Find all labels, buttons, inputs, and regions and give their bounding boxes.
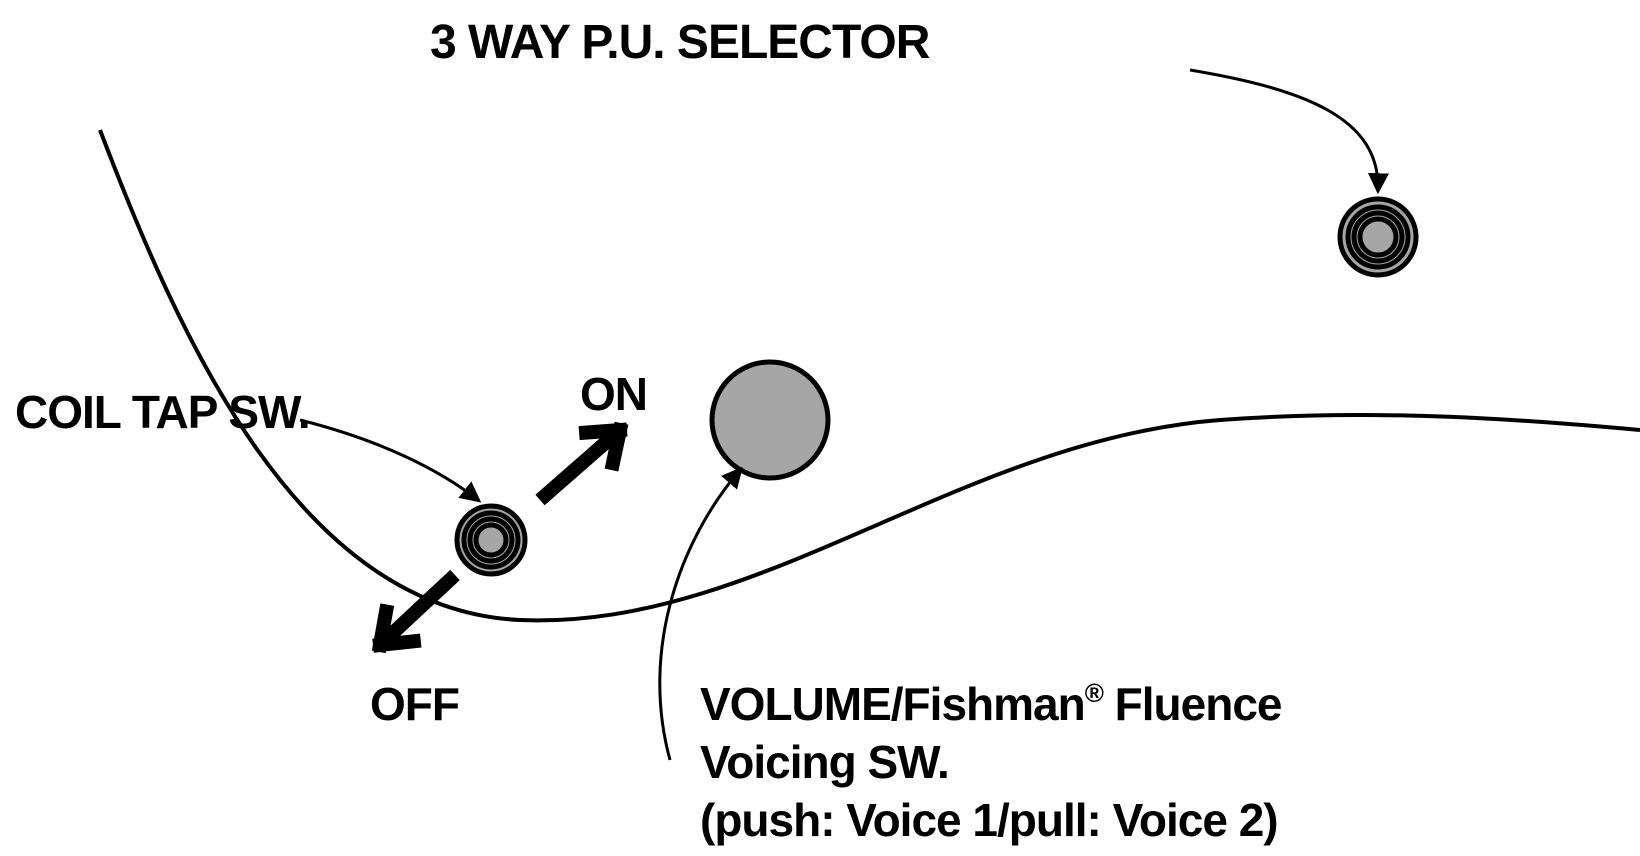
three-way-selector-switch bbox=[1340, 199, 1416, 275]
on-direction-arrow bbox=[540, 430, 620, 500]
volume-label-line3: (push: Voice 1/pull: Voice 2) bbox=[700, 794, 1278, 846]
coil-tap-callout-arrow bbox=[300, 420, 478, 500]
on-label: ON bbox=[580, 368, 647, 420]
coil-tap-label: COIL TAP SW. bbox=[15, 386, 310, 438]
volume-knob bbox=[712, 362, 828, 478]
off-direction-arrow bbox=[380, 575, 455, 645]
volume-label-line1: VOLUME/Fishman® Fluence bbox=[700, 678, 1282, 730]
coil-tap-switch bbox=[457, 506, 525, 574]
selector-title-label: 3 WAY P.U. SELECTOR bbox=[430, 16, 930, 69]
off-label: OFF bbox=[370, 678, 459, 730]
selector-callout-arrow bbox=[1190, 70, 1378, 190]
volume-label-line2: Voicing SW. bbox=[700, 736, 949, 788]
guitar-body-outline bbox=[100, 130, 1640, 620]
